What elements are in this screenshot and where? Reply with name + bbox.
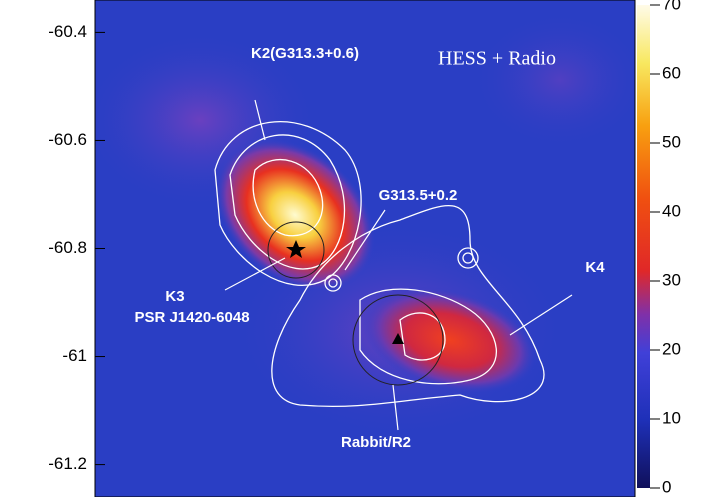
rabbit-circle xyxy=(352,294,444,386)
psr-circle xyxy=(267,221,325,279)
annotation: K4 xyxy=(585,259,605,276)
annotation: K2(G313.3+0.6) xyxy=(251,45,359,62)
contour xyxy=(462,252,474,264)
contour xyxy=(214,121,362,286)
y-tick-label: -60.8 xyxy=(48,238,87,257)
y-tick-label: -60.4 xyxy=(48,22,87,41)
y-tick-label: -61 xyxy=(62,346,87,365)
colorbar-tick-label: 40 xyxy=(662,201,681,220)
contour xyxy=(399,312,446,361)
annotation: K3 xyxy=(165,288,184,305)
annotation: PSR J1420-6048 xyxy=(134,309,249,326)
sky-map xyxy=(95,0,635,497)
contour xyxy=(457,247,479,269)
contour xyxy=(328,278,338,288)
contour xyxy=(324,274,342,292)
k2-k3-emission xyxy=(214,138,376,292)
contour xyxy=(229,134,346,270)
y-tick-label: -60.6 xyxy=(48,130,87,149)
rabbit-emission xyxy=(362,286,538,394)
contour xyxy=(252,159,324,237)
colorbar-tick-label: 30 xyxy=(662,270,681,289)
annotation: HESS + Radio xyxy=(438,48,556,70)
pointer-lines xyxy=(224,99,573,431)
annotation: Rabbit/R2 xyxy=(341,434,411,451)
contour xyxy=(359,288,498,385)
colorbar xyxy=(637,5,650,488)
colorbar-tick-label: 0 xyxy=(662,477,671,496)
colorbar-tick-label: 50 xyxy=(662,132,681,151)
colorbar-tick-label: 10 xyxy=(662,408,681,427)
colorbar-tick-label: 70 xyxy=(662,0,681,13)
star-marker xyxy=(286,240,306,258)
y-tick-label: -61.2 xyxy=(48,454,87,473)
colorbar-tick-label: 20 xyxy=(662,339,681,358)
diffuse-emission xyxy=(470,10,635,150)
contour xyxy=(271,204,545,407)
triangle-marker xyxy=(392,333,404,344)
annotation: G313.5+0.2 xyxy=(379,187,458,204)
colorbar-tick-label: 60 xyxy=(662,63,681,82)
